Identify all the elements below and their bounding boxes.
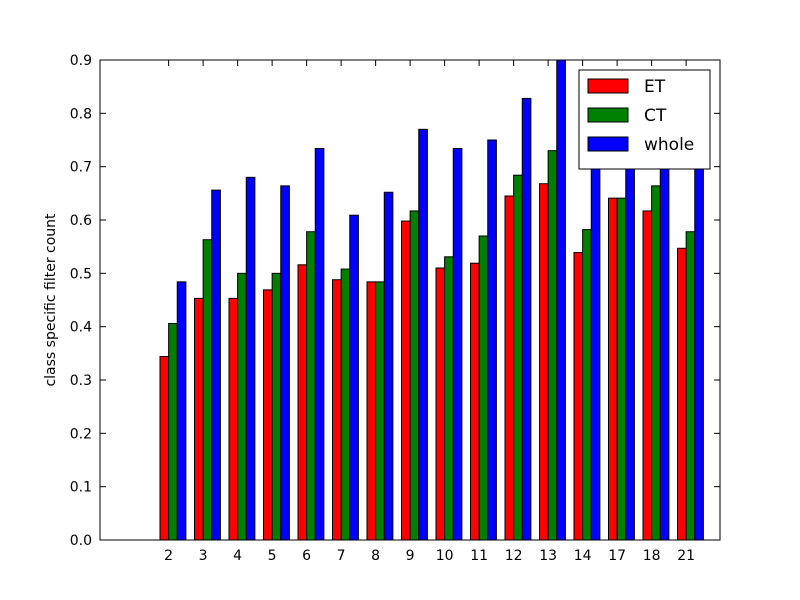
x-tick-label: 4 bbox=[233, 548, 242, 564]
y-tick-label: 0.6 bbox=[70, 213, 92, 229]
x-tick-label: 13 bbox=[539, 548, 557, 564]
bar-et-8 bbox=[366, 281, 377, 540]
bar-ct-12 bbox=[513, 174, 523, 540]
bar-et-2 bbox=[159, 356, 170, 540]
bar-et-9 bbox=[401, 220, 411, 540]
bar-ct-11 bbox=[478, 235, 489, 540]
bar-et-5 bbox=[263, 289, 273, 540]
bar-ct-5 bbox=[271, 272, 282, 540]
bar-et-6 bbox=[297, 264, 308, 540]
bar-ct-6 bbox=[306, 231, 316, 540]
legend-label-whole: whole bbox=[644, 135, 694, 155]
y-tick-label: 0.0 bbox=[70, 533, 92, 549]
x-axis: 2 3 4 5 6 7 8 9 10 11 12 13 14 17 18 21 bbox=[164, 60, 695, 564]
bar-ct-21 bbox=[685, 231, 696, 540]
x-tick-label: 14 bbox=[574, 548, 592, 564]
bar-ct-17 bbox=[616, 197, 627, 540]
bar-whole-2 bbox=[176, 281, 187, 540]
y-tick-label: 0.2 bbox=[70, 426, 92, 442]
y-tick-label: 0.1 bbox=[70, 480, 92, 496]
legend-swatch-ct bbox=[587, 107, 629, 123]
bar-ct-7 bbox=[340, 268, 351, 540]
bar-et-17 bbox=[608, 197, 618, 540]
y-axis: 0.0 0.1 0.2 0.3 0.4 0.5 0.6 0.7 0.8 0.9 bbox=[70, 53, 720, 549]
bar-whole-5 bbox=[280, 185, 290, 540]
x-tick-label: 9 bbox=[406, 548, 415, 564]
y-tick-label: 0.4 bbox=[70, 320, 92, 336]
y-tick-label: 0.9 bbox=[70, 53, 92, 69]
bar-ct-18 bbox=[651, 185, 661, 540]
x-tick-label: 8 bbox=[371, 548, 380, 564]
x-tick-label: 21 bbox=[677, 548, 695, 564]
legend-swatch-whole bbox=[587, 136, 629, 152]
bar-ct-4 bbox=[237, 272, 247, 540]
bar-whole-6 bbox=[314, 148, 325, 540]
bar-ct-2 bbox=[168, 322, 178, 540]
bar-whole-11 bbox=[487, 139, 497, 540]
bar-whole-8 bbox=[383, 191, 394, 540]
y-tick-label: 0.5 bbox=[70, 266, 92, 282]
x-tick-label: 3 bbox=[199, 548, 208, 564]
bar-ct-3 bbox=[202, 239, 213, 540]
bar-whole-12 bbox=[521, 97, 532, 540]
bar-et-14 bbox=[573, 252, 584, 540]
bar-whole-9 bbox=[418, 128, 428, 540]
bar-whole-21 bbox=[694, 112, 704, 540]
legend-label-et: ET bbox=[644, 77, 666, 97]
bar-whole-10 bbox=[452, 148, 463, 540]
y-axis-label: class specific filter count bbox=[43, 213, 59, 387]
bar-whole-7 bbox=[349, 214, 359, 540]
bar-et-21 bbox=[677, 247, 687, 540]
bar-et-7 bbox=[332, 279, 342, 540]
y-tick-label: 0.3 bbox=[70, 373, 92, 389]
bar-ct-13 bbox=[547, 150, 558, 540]
bar-ct-9 bbox=[409, 210, 420, 540]
y-tick-label: 0.8 bbox=[70, 106, 92, 122]
bar-ct-10 bbox=[444, 256, 454, 540]
bar-whole-4 bbox=[245, 176, 256, 540]
legend-swatch-et bbox=[587, 78, 629, 94]
bar-whole-13 bbox=[556, 60, 566, 540]
x-tick-label: 2 bbox=[164, 548, 173, 564]
y-tick-label: 0.7 bbox=[70, 160, 92, 176]
bar-et-12 bbox=[504, 195, 515, 540]
x-tick-label: 5 bbox=[268, 548, 277, 564]
x-tick-label: 11 bbox=[470, 548, 488, 564]
bar-et-10 bbox=[435, 267, 446, 540]
x-tick-label: 18 bbox=[643, 548, 661, 564]
x-tick-label: 10 bbox=[436, 548, 454, 564]
bar-ct-14 bbox=[582, 229, 592, 540]
x-tick-label: 7 bbox=[337, 548, 346, 564]
x-tick-label: 6 bbox=[302, 548, 311, 564]
x-tick-label: 12 bbox=[505, 548, 523, 564]
bar-et-4 bbox=[228, 297, 239, 540]
bar-et-3 bbox=[194, 297, 204, 540]
bar-ct-8 bbox=[375, 281, 385, 540]
bar-et-13 bbox=[539, 183, 549, 540]
bar-et-11 bbox=[470, 262, 480, 540]
legend-label-ct: CT bbox=[644, 106, 667, 126]
bar-whole-3 bbox=[211, 189, 221, 540]
x-tick-label: 17 bbox=[608, 548, 626, 564]
legend: ET CT whole bbox=[578, 69, 711, 170]
bar-et-18 bbox=[642, 210, 653, 540]
